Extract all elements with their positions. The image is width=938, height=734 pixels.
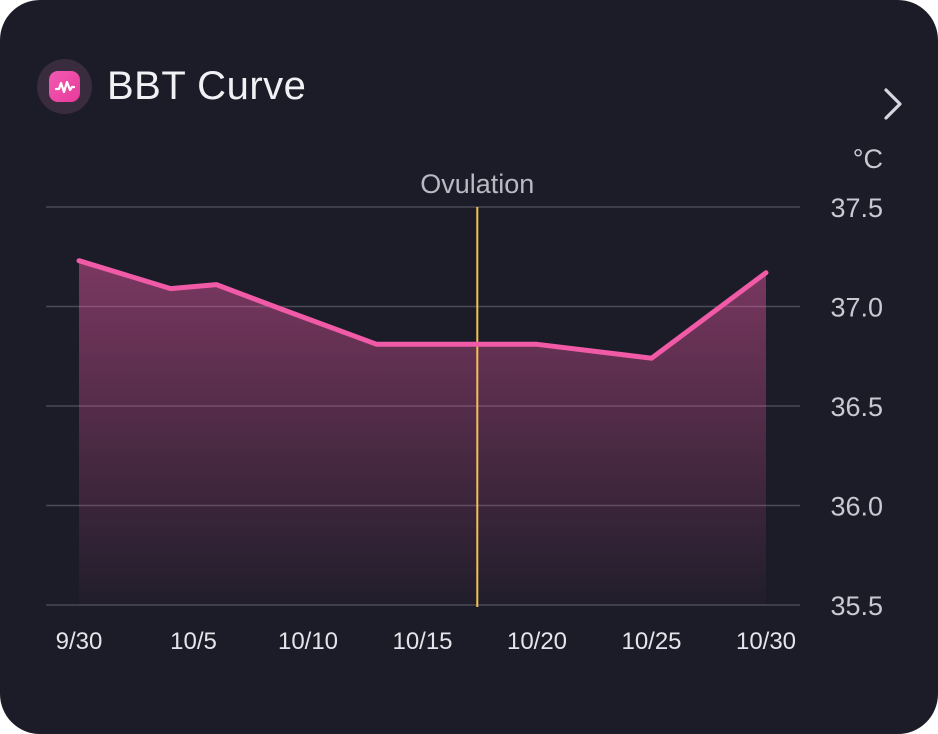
y-tick-label: 37.0 (830, 293, 883, 323)
x-tick-label: 10/25 (621, 628, 681, 655)
x-tick-label: 10/15 (392, 628, 452, 655)
series-line (76, 258, 769, 361)
y-axis-unit: °C (853, 144, 883, 174)
card-title: BBT Curve (107, 64, 307, 108)
bbt-app-icon (37, 59, 92, 114)
y-tick-label: 36.0 (830, 492, 883, 522)
y-tick-label: 37.5 (830, 193, 883, 223)
x-tick-label: 10/5 (170, 628, 217, 655)
x-tick-label: 9/30 (56, 628, 103, 655)
x-tick-label: 10/20 (507, 628, 567, 655)
y-tick-label: 36.5 (830, 392, 883, 422)
y-tick-label: 35.5 (830, 591, 883, 621)
ovulation-label: Ovulation (420, 169, 534, 199)
series-area (79, 260, 766, 605)
x-tick-label: 10/10 (278, 628, 338, 655)
chevron-right-icon[interactable] (872, 84, 912, 124)
x-tick-label: 10/30 (736, 628, 796, 655)
wave-chart-icon (49, 71, 80, 102)
